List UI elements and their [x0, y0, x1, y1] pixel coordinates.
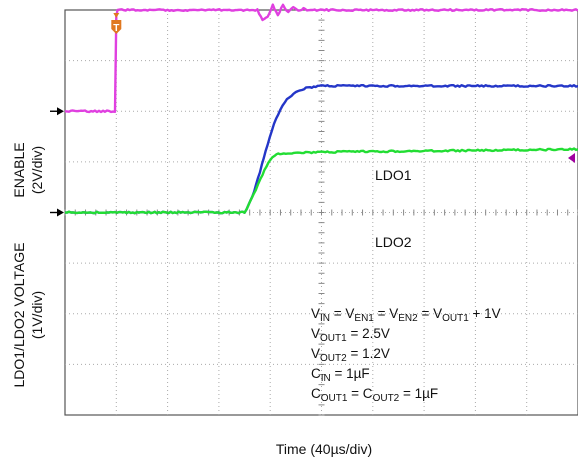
- condition-text: = V: [330, 306, 354, 321]
- x-axis-label: Time (40µs/div): [276, 441, 372, 457]
- trace-enable: [64, 3, 578, 114]
- condition-subscript: OUT1: [442, 313, 469, 324]
- condition-line: VOUT1 = 2.5V: [311, 326, 390, 344]
- condition-text: + 1V: [469, 306, 501, 321]
- condition-subscript: OUT1: [321, 393, 348, 404]
- condition-text: V: [311, 346, 320, 361]
- condition-text: C: [311, 366, 321, 381]
- trigger-level-marker: [568, 153, 575, 163]
- condition-text: V: [311, 326, 320, 341]
- condition-text: = 1µF: [399, 386, 438, 401]
- enable-axis-scale: (2V/div): [29, 146, 45, 194]
- marker-group: T: [50, 13, 575, 217]
- trigger-marker: [111, 20, 122, 34]
- trace-group: [64, 3, 578, 215]
- ground-arrowhead-enable: [57, 107, 64, 116]
- condition-subscript: IN: [320, 313, 330, 324]
- trigger-marker-label: T: [113, 23, 119, 34]
- ground-arrowhead-ldo1: [57, 208, 64, 217]
- condition-text: = C: [347, 386, 372, 401]
- condition-text: V: [311, 306, 320, 321]
- condition-subscript: OUT2: [320, 353, 347, 364]
- condition-text: C: [311, 386, 321, 401]
- enable-axis-label: ENABLE: [11, 142, 27, 197]
- ldo-axis-scale: (1V/div): [29, 291, 45, 339]
- condition-line: CIN = 1µF: [311, 366, 370, 384]
- condition-text: = 1.2V: [347, 346, 390, 361]
- condition-text: = V: [374, 306, 398, 321]
- condition-text: = 2.5V: [347, 326, 390, 341]
- condition-subscript: EN1: [354, 313, 374, 324]
- condition-subscript: OUT1: [320, 333, 347, 344]
- y-axis-labels: ENABLE (2V/div) LDO1/LDO2 VOLTAGE (1V/di…: [11, 142, 45, 387]
- trigger-pointer: [113, 13, 120, 18]
- condition-subscript: OUT2: [373, 393, 400, 404]
- ldo-axis-label: LDO1/LDO2 VOLTAGE: [11, 243, 27, 388]
- condition-text: = V: [418, 306, 442, 321]
- condition-subscript: IN: [321, 373, 331, 384]
- trace-ldo2: [64, 147, 578, 215]
- ldo2-label: LDO2: [375, 234, 412, 250]
- condition-subscript: EN2: [398, 313, 418, 324]
- condition-line: VOUT2 = 1.2V: [311, 346, 390, 364]
- condition-text: = 1µF: [331, 366, 370, 381]
- condition-line: COUT1 = COUT2 = 1µF: [311, 386, 438, 404]
- ldo1-label: LDO1: [375, 167, 412, 183]
- condition-line: VIN = VEN1 = VEN2 = VOUT1 + 1V: [311, 306, 501, 324]
